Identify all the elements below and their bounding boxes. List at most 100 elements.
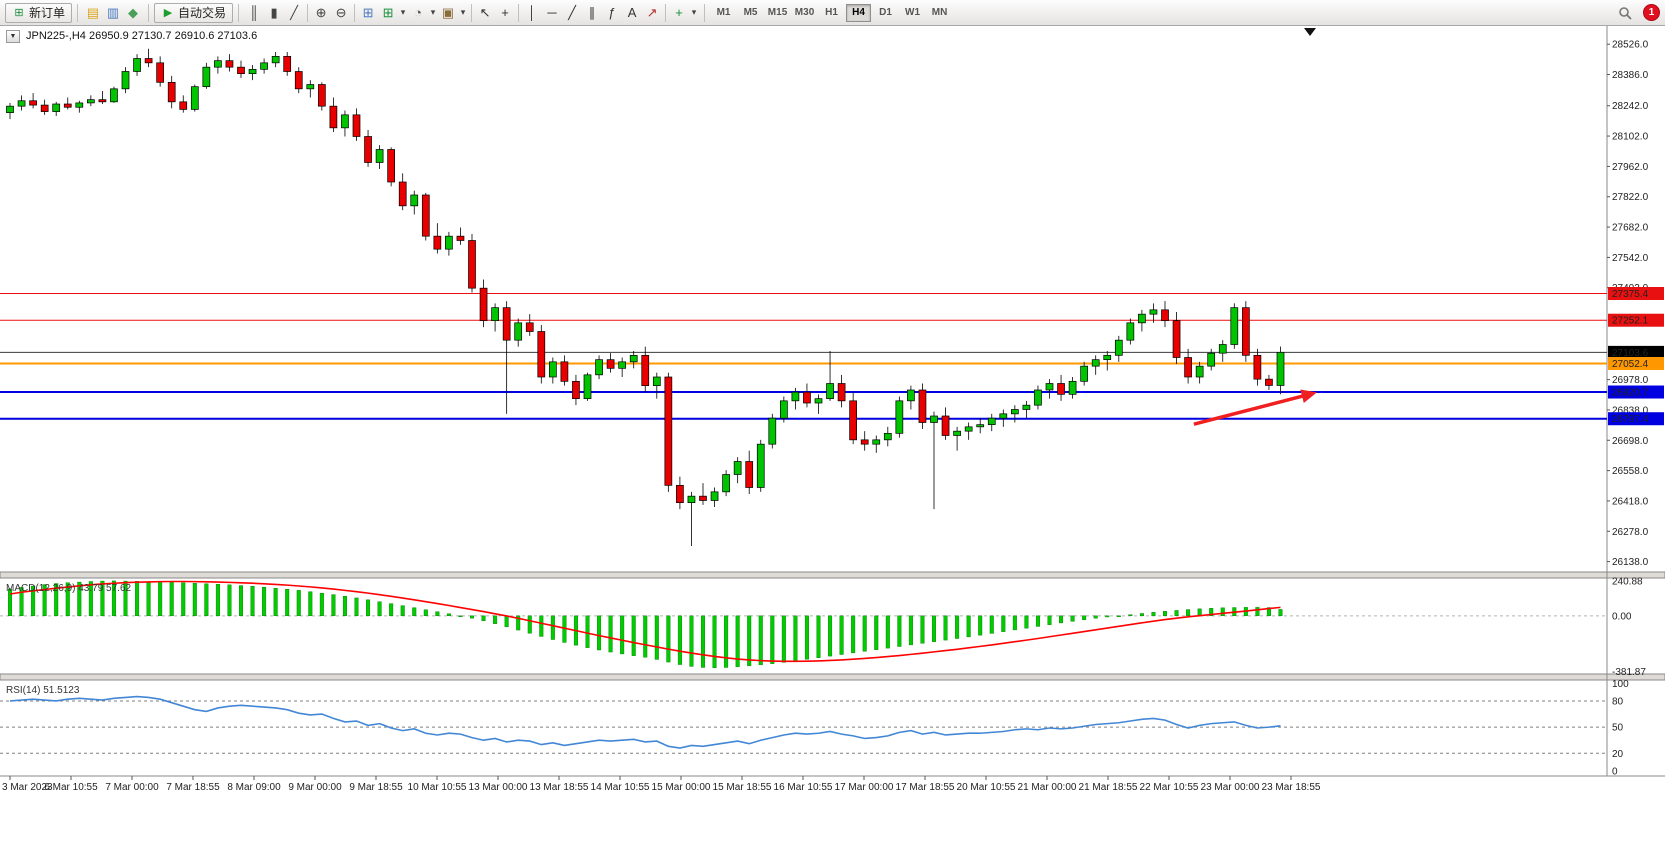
one-click-trading-toggle[interactable]: ▼ xyxy=(6,30,20,43)
horizontal-line-icon[interactable]: ─ xyxy=(547,5,557,20)
candle-down xyxy=(352,114,361,137)
main-toolbar: ⊞ 新订单 ▤ ▥ ◆ ▶ 自动交易 ║ ▮ ╱ ⊕ ⊖ ⊞ ⊞ ▾ ◔ ▾ ▣ ▾ ↖ + │ ─ ╱ ∥ ƒ A ↗ + ▾… xyxy=(0,0,1665,26)
profiles-dropdown-icon[interactable]: ▾ xyxy=(430,7,436,17)
text-icon[interactable]: A xyxy=(627,5,637,20)
candle-up xyxy=(722,474,730,493)
candle-down xyxy=(699,495,707,501)
templates-dropdown-icon[interactable]: ▾ xyxy=(460,7,466,17)
macd-histogram-bar xyxy=(908,615,913,646)
price-badge xyxy=(1608,286,1664,300)
new-chart-icon[interactable]: ⊞ xyxy=(382,4,394,20)
macd-histogram-bar xyxy=(423,609,428,617)
crosshair-icon[interactable]: + xyxy=(501,5,509,20)
chart-shift-marker[interactable] xyxy=(1304,28,1316,36)
time-label: 16 Mar 10:55 xyxy=(774,782,833,793)
time-label: 22 Mar 10:55 xyxy=(1140,782,1199,793)
vertical-line-icon[interactable]: │ xyxy=(527,5,537,20)
bar-chart-icon[interactable]: ║ xyxy=(249,5,259,20)
fibonacci-icon[interactable]: ƒ xyxy=(608,5,616,20)
tile-windows-icon[interactable]: ⊞ xyxy=(362,4,374,20)
new-chart-dropdown-icon[interactable]: ▾ xyxy=(400,7,406,17)
indicators-dropdown-icon[interactable]: ▾ xyxy=(691,7,697,17)
price-badge xyxy=(1608,356,1664,370)
timeframe-mn[interactable]: MN xyxy=(927,4,952,22)
candle-up xyxy=(306,84,315,90)
trendline-icon[interactable]: ╱ xyxy=(568,4,576,20)
candle-down xyxy=(479,287,488,322)
trend-arrow-annotation[interactable] xyxy=(1193,389,1317,426)
timeframe-d1[interactable]: D1 xyxy=(873,4,898,22)
arrows-icon[interactable]: ↗ xyxy=(646,4,658,20)
macd-histogram-bar xyxy=(458,615,463,618)
cursor-icon[interactable]: ↖ xyxy=(479,4,491,20)
price-badge-label: 27103.6 xyxy=(1612,348,1649,359)
timeframe-h4[interactable]: H4 xyxy=(846,3,872,22)
equidistant-channel-icon[interactable]: ∥ xyxy=(588,4,596,20)
auto-trading-button[interactable]: ▶ 自动交易 xyxy=(154,2,234,23)
candle-up xyxy=(75,102,84,108)
timeframe-h1[interactable]: H1 xyxy=(819,4,844,22)
indicators-icon[interactable]: + xyxy=(675,5,683,20)
navigator-icon[interactable]: ◆ xyxy=(128,4,139,20)
new-order-button[interactable]: ⊞ 新订单 xyxy=(5,2,73,23)
templates-icon[interactable]: ▣ xyxy=(441,4,455,20)
price-tick-label: 26558.0 xyxy=(1612,466,1649,477)
zoom-out-icon[interactable]: ⊖ xyxy=(335,4,347,20)
candle-down xyxy=(745,461,754,488)
timeframe-m15[interactable]: M15 xyxy=(765,4,790,22)
macd-histogram-bar xyxy=(839,615,844,655)
price-badge-label: 27252.1 xyxy=(1612,316,1649,327)
price-badge xyxy=(1608,385,1664,399)
price-tick-label: 26978.0 xyxy=(1612,375,1649,386)
timeframe-m30[interactable]: M30 xyxy=(792,4,817,22)
data-window-icon[interactable]: ▥ xyxy=(106,4,120,20)
chart-canvas[interactable]: 28526.0 28386.0 28242.0 28102.0 27962.0 27822… xyxy=(0,26,1665,844)
candle-up xyxy=(1022,404,1031,410)
panel-splitter[interactable] xyxy=(0,673,1665,681)
timeframe-m5[interactable]: M5 xyxy=(738,4,763,22)
panel-splitter[interactable] xyxy=(0,571,1665,579)
chart-title: JPN225-,H4 26950.9 27130.7 26910.6 27103… xyxy=(26,30,257,42)
timeframe-w1[interactable]: W1 xyxy=(900,4,925,22)
candle-up xyxy=(202,66,211,88)
macd-histogram-bar xyxy=(435,611,440,617)
macd-histogram-bar xyxy=(620,615,625,655)
macd-histogram-bar xyxy=(446,613,451,617)
candle-down xyxy=(1253,354,1262,380)
zoom-in-icon[interactable]: ⊕ xyxy=(315,4,327,20)
candlestick-chart-icon[interactable]: ▮ xyxy=(270,4,278,20)
new-order-icon: ⊞ xyxy=(14,7,24,19)
timeframe-m1[interactable]: M1 xyxy=(711,4,736,22)
profiles-icon[interactable]: ◔ xyxy=(414,5,422,20)
macd-histogram-bar xyxy=(966,615,971,638)
candle-up xyxy=(999,413,1008,419)
macd-histogram-bar xyxy=(943,615,948,641)
candle-up xyxy=(1138,313,1146,324)
new-order-label: 新订单 xyxy=(29,6,66,20)
macd-histogram-bar xyxy=(781,615,786,663)
chart-background xyxy=(0,26,1665,844)
candle-up xyxy=(445,235,453,250)
macd-histogram-bar xyxy=(1174,610,1179,617)
candle-down xyxy=(1172,320,1181,358)
candle-up xyxy=(964,426,973,432)
candle-down xyxy=(502,307,511,341)
macd-histogram-bar xyxy=(1024,615,1029,629)
time-axis[interactable] xyxy=(0,776,1665,800)
macd-histogram-bar xyxy=(192,583,197,617)
candle-down xyxy=(560,361,569,382)
notification-badge[interactable]: 1 xyxy=(1643,4,1660,21)
line-chart-icon[interactable]: ╱ xyxy=(290,4,298,20)
market-watch-icon[interactable]: ▤ xyxy=(86,4,100,20)
time-label: 6 Mar 10:55 xyxy=(44,782,98,793)
candle-down xyxy=(283,55,292,72)
price-axis[interactable] xyxy=(1608,26,1665,776)
candle-down xyxy=(237,66,245,75)
candle-up xyxy=(883,432,892,441)
candle-down xyxy=(941,415,950,436)
candle-up xyxy=(514,322,523,341)
search-icon[interactable] xyxy=(1615,3,1635,23)
price-badge-label: 26797.4 xyxy=(1612,414,1649,425)
macd-histogram-bar xyxy=(1082,615,1087,620)
rsi-axis-label: 50 xyxy=(1612,723,1624,734)
